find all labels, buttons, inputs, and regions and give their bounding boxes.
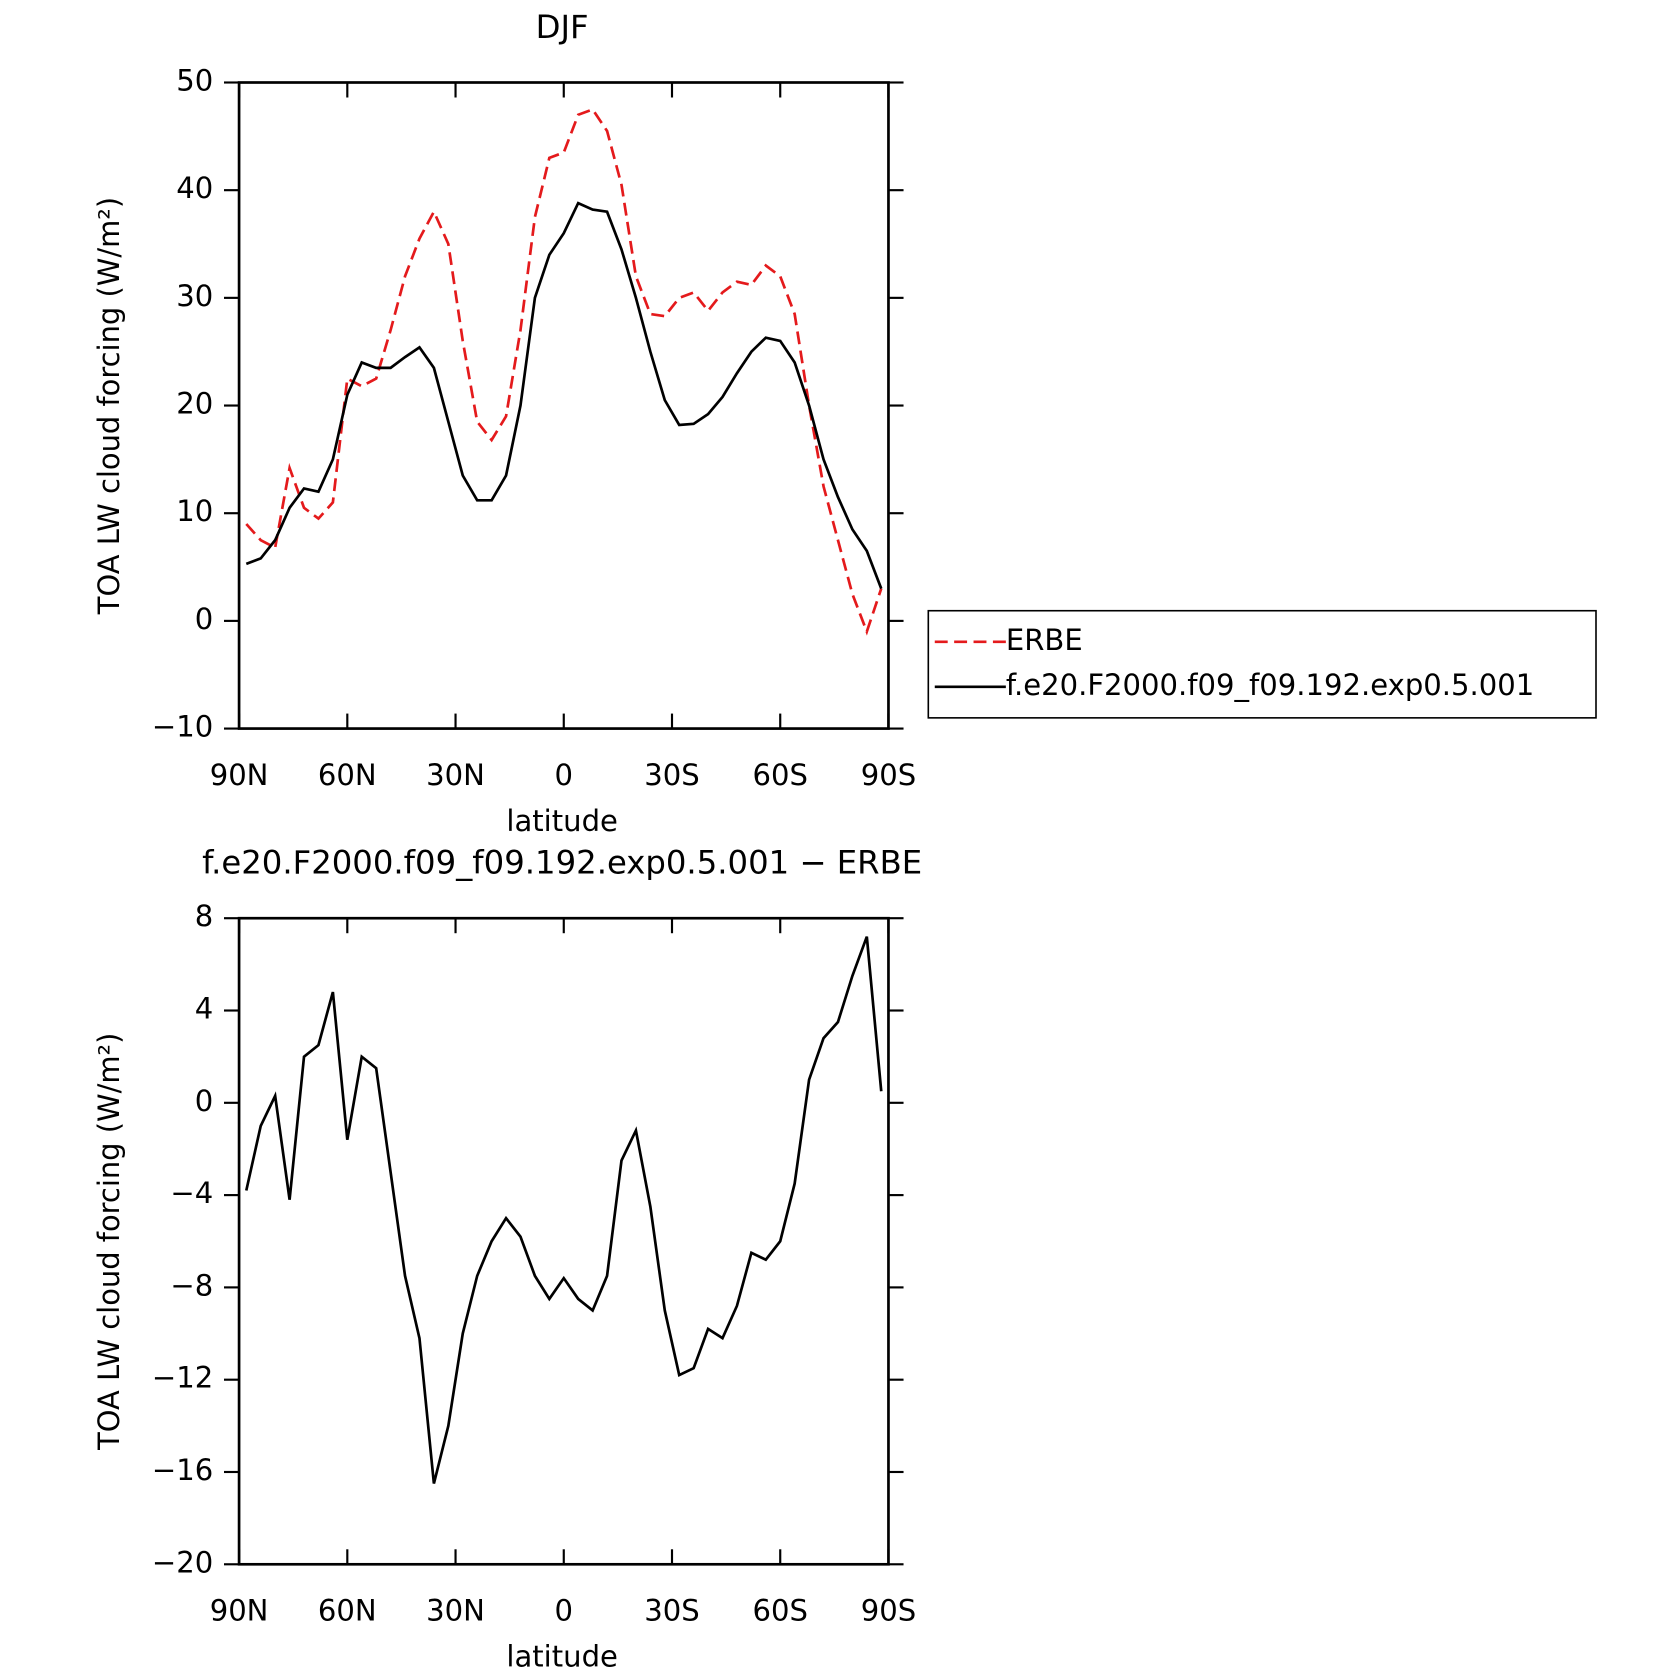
x-tick-label: 0 xyxy=(555,1594,574,1628)
legend-box xyxy=(927,609,1597,719)
y-tick-label: 8 xyxy=(195,899,214,933)
legend-label: f.e20.F2000.f09_f09.192.exp0.5.001 xyxy=(1006,668,1534,702)
y-axis-label: TOA LW cloud forcing (W/m²) xyxy=(92,1033,126,1451)
y-tick-label: −16 xyxy=(152,1453,213,1487)
x-tick-label: 90N xyxy=(210,1594,269,1628)
y-tick-label: 40 xyxy=(176,171,213,205)
data-line xyxy=(244,936,883,1484)
x-tick-label: 60N xyxy=(318,1594,377,1628)
y-tick-label: −10 xyxy=(152,710,213,744)
x-tick-label: 30S xyxy=(644,1594,699,1628)
y-tick-label: −20 xyxy=(152,1545,213,1579)
chart-title: f.e20.F2000.f09_f09.192.exp0.5.001 − ERB… xyxy=(202,844,922,882)
x-tick-label: 60S xyxy=(753,758,808,792)
y-tick-label: 50 xyxy=(176,64,213,98)
y-tick-label: −8 xyxy=(170,1268,213,1302)
data-line xyxy=(245,107,883,636)
y-tick-label: 0 xyxy=(195,602,214,636)
chart-title: DJF xyxy=(536,8,589,46)
x-tick-label: 30S xyxy=(644,758,699,792)
x-tick-label: 90S xyxy=(861,758,916,792)
x-tick-label: 30N xyxy=(426,1594,485,1628)
x-tick-label: 0 xyxy=(555,758,574,792)
y-tick-label: −4 xyxy=(170,1176,213,1210)
x-axis-label: latitude xyxy=(506,1640,618,1674)
y-tick-label: −12 xyxy=(152,1361,213,1395)
x-tick-label: 90S xyxy=(861,1594,916,1628)
y-tick-label: 4 xyxy=(195,992,214,1026)
x-axis-label: latitude xyxy=(506,804,618,838)
legend-label: ERBE xyxy=(1006,623,1083,657)
y-tick-label: 20 xyxy=(176,387,213,421)
plot-frame xyxy=(237,81,890,730)
x-tick-label: 30N xyxy=(426,758,485,792)
x-tick-label: 90N xyxy=(210,758,269,792)
x-tick-label: 60S xyxy=(753,1594,808,1628)
data-line xyxy=(245,201,883,590)
y-tick-label: 10 xyxy=(176,494,213,528)
y-tick-label: 0 xyxy=(195,1084,214,1118)
plot-frame xyxy=(237,916,890,1566)
x-tick-label: 60N xyxy=(318,758,377,792)
y-axis-label: TOA LW cloud forcing (W/m²) xyxy=(92,197,126,615)
y-tick-label: 30 xyxy=(176,279,213,313)
